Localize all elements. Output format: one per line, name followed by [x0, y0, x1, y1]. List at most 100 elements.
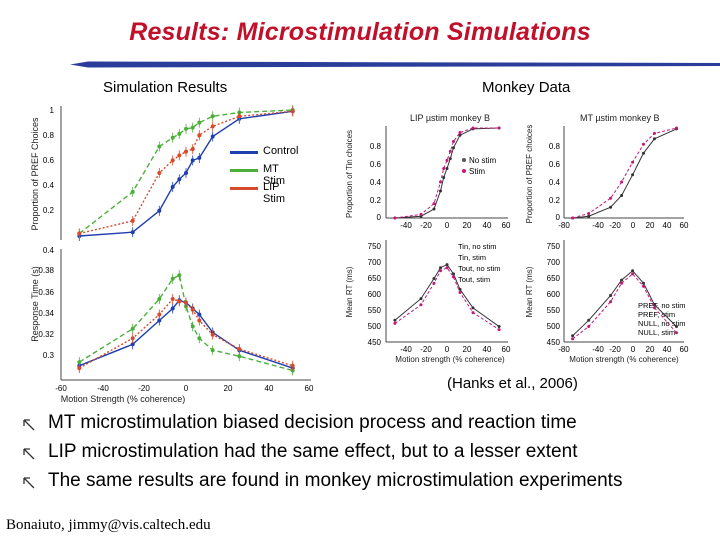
data-point: [675, 126, 678, 130]
bullet-text: The same results are found in monkey mic…: [48, 470, 623, 491]
sim-rt-xtick: -40: [97, 384, 109, 393]
mt-rt-xtick: 0: [631, 345, 636, 354]
data-point: [442, 167, 446, 170]
mt-choice-xtick: 40: [663, 221, 672, 230]
lip-rt-xlabel: Motion strength (% coherence): [395, 355, 505, 364]
data-point: [442, 176, 446, 179]
data-point: [393, 321, 397, 325]
data-point: [587, 325, 591, 328]
data-point: [445, 158, 449, 162]
data-point: [458, 131, 462, 134]
data-point: [631, 160, 635, 164]
lip-rt-ytick: 550: [368, 306, 382, 315]
sim-rt-xtick: 60: [305, 384, 314, 393]
sim-choice-ytick: 0.8: [43, 131, 55, 140]
legend-marker-no-stim: [462, 158, 466, 162]
lip-rt-legend: Tout, no stim: [458, 264, 501, 273]
mt-rt-xtick: 20: [646, 345, 655, 354]
sim-rt-xlabel: Motion Strength (% coherence): [61, 394, 186, 404]
data-point: [439, 266, 442, 270]
data-point: [497, 325, 501, 328]
mt-rt-xlabel: Motion strength (% coherence): [569, 355, 679, 364]
sim-rt-xtick: 40: [265, 384, 274, 393]
series-line-tin-no-stim: [394, 263, 500, 327]
lip-choice-xtick: -40: [400, 221, 412, 230]
sim-rt-xtick: 0: [184, 384, 189, 393]
data-point: [675, 331, 678, 335]
lip-rt-ytick: 650: [368, 274, 382, 283]
lip-rt-ylabel: Mean RT (ms): [345, 266, 354, 317]
data-point: [642, 284, 645, 288]
bullet-text: LIP microstimulation had the same effect…: [48, 441, 578, 462]
lip-choice-xtick: -20: [420, 221, 432, 230]
series-line-null-no-stim: [572, 273, 677, 340]
data-point: [642, 142, 645, 146]
sim-rt-ytick: 0.38: [38, 266, 54, 275]
data-point: [642, 151, 645, 155]
mt-rt-ytick: 650: [547, 274, 561, 283]
legend-label: LIP Stim: [263, 181, 285, 205]
lip-rt-xtick: 0: [445, 345, 450, 354]
lip-rt-xtick: -20: [420, 345, 432, 354]
data-point: [631, 173, 635, 177]
sim-choice-ytick: 0.2: [43, 206, 55, 215]
monkey-lip-choice-chart: LIP µstim monkey B Proportion of Tin cho…: [345, 113, 511, 230]
lip-rt-legend: Tin, no stim: [458, 242, 496, 251]
title-underline: [70, 61, 720, 68]
data-point: [587, 318, 591, 322]
arrow-bullet-icon: [23, 477, 35, 489]
legend-label: Control: [263, 145, 299, 157]
data-point: [620, 180, 624, 184]
sim-rt-xtick: 20: [224, 384, 233, 393]
data-point: [419, 303, 423, 307]
monkey-lip-rt-chart: Mean RT (ms) 750 700 650 600 550 500 450…: [345, 240, 511, 364]
lip-rt-xtick: 60: [502, 345, 511, 354]
mt-rt-ytick: 750: [547, 242, 561, 251]
mt-rt-xtick: 40: [663, 345, 672, 354]
lip-choice-ytick: 0.2: [370, 196, 382, 205]
data-point: [458, 133, 462, 137]
lip-rt-legend: Tout, stim: [458, 275, 490, 284]
mt-rt-ytick: 550: [547, 306, 561, 315]
data-point: [675, 325, 678, 328]
data-point: [631, 272, 635, 276]
data-point: [571, 337, 575, 341]
data-point: [432, 281, 436, 285]
data-point: [452, 275, 455, 279]
lip-choice-title: LIP µstim monkey B: [410, 113, 490, 123]
mt-rt-xtick: -20: [609, 345, 621, 354]
series-line-stim: [394, 127, 500, 219]
mt-rt-legend: PREF, stim: [638, 310, 675, 319]
sim-choice-ytick: 1: [50, 106, 55, 115]
data-point: [620, 278, 624, 282]
arrow-bullet-icon: [23, 448, 35, 460]
data-point: [587, 214, 591, 218]
lip-rt-ytick: 500: [368, 322, 382, 331]
data-point: [620, 194, 624, 197]
simulation-heading: Simulation Results: [103, 79, 228, 96]
sim-rt-xtick: -20: [138, 384, 150, 393]
sim-rt-ylabel: Response Time (s): [30, 266, 40, 342]
lip-choice-xtick: 0: [445, 221, 450, 230]
legend-swatch: [230, 187, 258, 190]
mt-choice-xtick: 0: [631, 221, 636, 230]
data-point: [432, 207, 436, 211]
bullet-item: LIP microstimulation had the same effect…: [22, 441, 622, 470]
data-point: [448, 157, 452, 161]
mt-rt-xtick: 60: [680, 345, 689, 354]
monkey-mt-rt-chart: Mean RT (ms) 750 700 650 600 550 500 450…: [525, 240, 689, 364]
data-point: [419, 212, 423, 216]
mt-choice-ytick: 0: [556, 213, 561, 222]
mt-choice-ytick: 0.2: [549, 196, 561, 205]
lip-rt-xtick: 20: [463, 345, 472, 354]
lip-rt-ytick: 450: [368, 338, 382, 347]
monkey-mt-choice-chart: MT µstim monkey B Proportion of PREF cho…: [525, 113, 689, 230]
lip-choice-legend-label: No stim: [469, 156, 496, 165]
series-line-tout-no-stim: [394, 267, 500, 331]
mt-rt-ytick: 700: [547, 258, 561, 267]
mt-rt-legend: NULL, stim: [638, 328, 675, 337]
data-point: [620, 281, 624, 285]
data-point: [471, 311, 475, 315]
mt-choice-ytick: 0.8: [549, 142, 561, 151]
sim-rt-xtick: -60: [55, 384, 67, 393]
